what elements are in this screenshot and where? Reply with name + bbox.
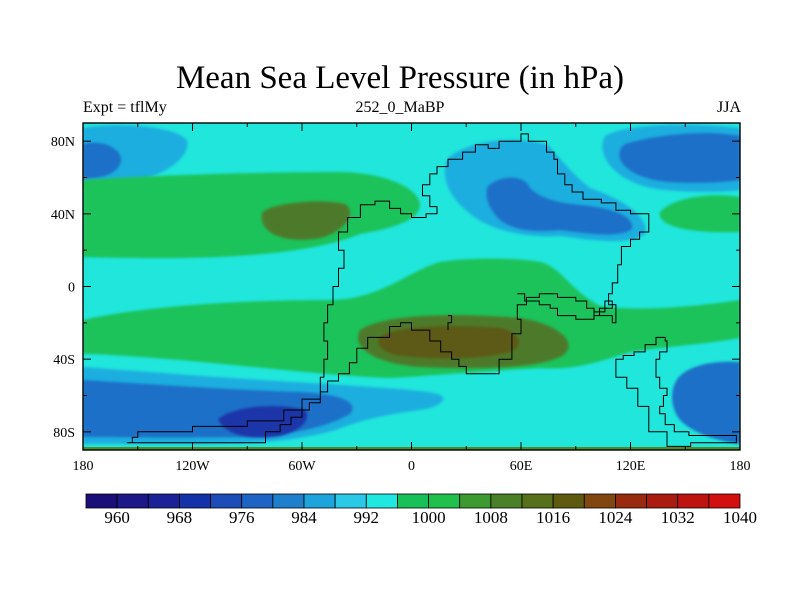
colorbar-label: 968 [166, 508, 193, 527]
chart-title: Mean Sea Level Pressure (in hPa) [175, 60, 625, 96]
coastline-2 [615, 336, 737, 447]
colorbar-swatch [365, 493, 398, 509]
colorbar-swatch [428, 493, 461, 509]
colorbar-label: 1016 [536, 508, 571, 527]
colorbar-swatch [646, 493, 679, 509]
x-tick-label: 180 [730, 459, 751, 474]
colorbar-swatch [210, 493, 243, 509]
colorbar-swatch [85, 493, 118, 509]
y-tick-label: 80S [53, 426, 75, 441]
colorbar-swatch [179, 493, 211, 509]
field-nh-subtropical-high-pacific [83, 172, 420, 259]
coastline-4 [447, 315, 453, 331]
colorbar-swatch [272, 493, 305, 509]
colorbar [85, 493, 741, 509]
y-tick-label: 40N [51, 208, 75, 223]
x-tick-label: 60E [510, 459, 533, 474]
colorbar-swatch [615, 493, 647, 509]
field-sh-subtropical-high-max [378, 326, 520, 359]
field-arctic-low-west-core [83, 142, 122, 179]
colorbar-label: 992 [353, 508, 380, 527]
field-nh-high-east [659, 195, 740, 233]
colorbar-swatch [241, 493, 274, 509]
field-asian-low-core [486, 177, 633, 235]
colorbar-swatch [677, 493, 710, 509]
coastline-3 [517, 293, 613, 320]
colorbar-swatch [583, 493, 616, 509]
axis-ticks: 180 120W 60W 0 60E 120E 180 80N 40N 0 40S 80S [51, 123, 751, 474]
x-tick-label: 120E [616, 459, 646, 474]
colorbar-swatch [459, 493, 492, 509]
y-tick-label: 40S [53, 353, 75, 368]
field-southern-ocean-low-east [672, 361, 740, 444]
x-tick-label: 180 [73, 459, 94, 474]
x-tick-label: 120W [175, 459, 210, 474]
field-nh-subtropical-high-core [261, 201, 351, 240]
colorbar-swatch [708, 493, 741, 509]
colorbar-label: 1024 [598, 508, 633, 527]
coastline-outlines [126, 133, 737, 447]
colorbar-label: 960 [104, 508, 130, 527]
colorbar-swatch [397, 493, 429, 509]
colorbar-swatch [490, 493, 523, 509]
colorbar-swatch [147, 493, 180, 509]
colorbar-label: 984 [291, 508, 317, 527]
colorbar-swatch [521, 493, 554, 509]
colorbar-label: 1032 [660, 508, 695, 527]
y-tick-label: 0 [68, 281, 75, 296]
colorbar-label: 1040 [723, 508, 757, 527]
colorbar-label: 976 [228, 508, 255, 527]
x-tick-label: 60W [288, 459, 316, 474]
x-tick-label: 0 [408, 459, 415, 474]
pressure-field [83, 123, 740, 450]
colorbar-label: 1008 [473, 508, 508, 527]
colorbar-swatch [552, 493, 585, 509]
field-arctic-low-east-core [619, 133, 740, 183]
coastline-1 [126, 133, 650, 444]
colorbar-swatch [334, 493, 367, 509]
colorbar-swatch [116, 493, 149, 509]
season-label: JJA [716, 99, 741, 116]
field-southern-ocean-low-core [218, 406, 308, 438]
colorbar-label: 1000 [411, 508, 446, 527]
colorbar-swatch [303, 493, 336, 509]
period-label: 252_0_MaBP [355, 99, 445, 116]
y-tick-label: 80N [51, 135, 75, 150]
experiment-label: Expt = tflMy [83, 99, 167, 116]
